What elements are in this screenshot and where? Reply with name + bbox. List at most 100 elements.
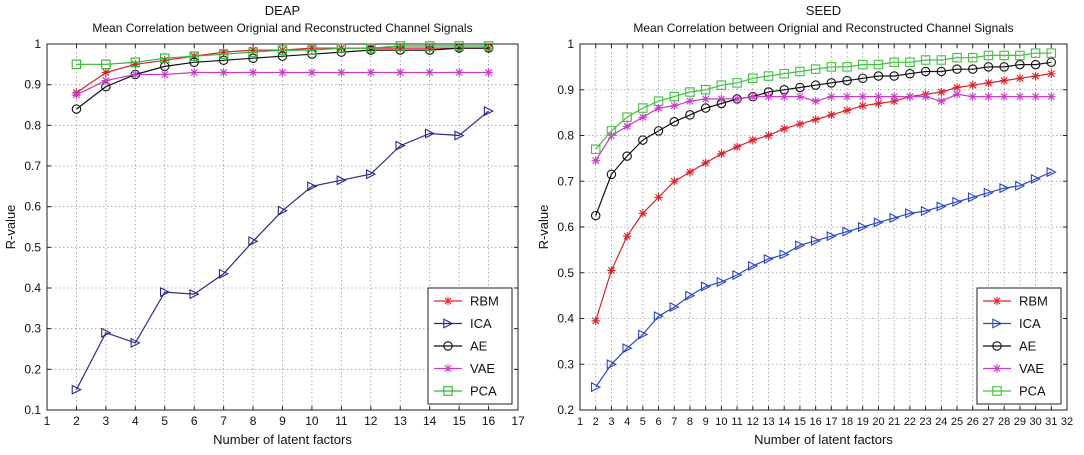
deap-pca-point (248, 47, 258, 57)
deap-y-tick-label: 0.2 (24, 362, 41, 376)
deap-vae-point (72, 90, 81, 100)
seed-ica-point (700, 281, 712, 292)
deap-vae-point (219, 68, 228, 77)
seed-legend-ica-label: ICA (1019, 316, 1041, 331)
deap-ica-point (395, 140, 406, 151)
deap-legend-ae-marker (443, 341, 453, 351)
seed-ae-point (826, 78, 837, 88)
deap-legend-ica-label: ICA (470, 316, 492, 331)
seed-pca-point (889, 57, 899, 68)
seed-vae-point (701, 94, 710, 104)
deap-ica-point (454, 130, 465, 141)
seed-y-tick-label: 0.3 (557, 357, 574, 371)
deap-vae-point (337, 68, 346, 77)
seed-y-tick-label: 0.4 (557, 312, 574, 326)
seed-ica-point (653, 311, 664, 322)
seed-rbm-point (638, 209, 648, 218)
seed-vae-point (654, 103, 663, 113)
deap-chart: 1 2 3 4 5 6 7 8 9 10 11 12 13 14 15 16 170.10.20.30.40.5… (3, 3, 525, 447)
seed-legend-rbm-marker (992, 296, 1002, 306)
deap-rbm-point (248, 45, 258, 55)
seed-pca-point (858, 59, 868, 70)
deap-pca-point (277, 45, 288, 55)
seed-ica-point (920, 205, 932, 217)
deap-chart-title: DEAP (265, 3, 300, 18)
seed-x-tick-label: 16 (810, 416, 822, 428)
seed-rbm-point (717, 149, 726, 158)
seed-rbm-point (811, 115, 820, 124)
seed-ica-point (669, 301, 680, 313)
deap-ica-point (424, 128, 436, 139)
deap-legend-ica-marker (443, 318, 454, 329)
seed-y-tick-label: 0.5 (557, 266, 574, 280)
seed-rbm-point (748, 135, 758, 145)
deap-x-tick-label: 10 (305, 414, 319, 428)
seed-vae-point (795, 92, 805, 101)
seed-x-tick-label: 5 (640, 416, 646, 428)
seed-ica-point (606, 359, 617, 370)
seed-ae-point (983, 62, 994, 72)
seed-legend-vae-marker (992, 364, 1002, 373)
seed-ae-point (873, 71, 884, 81)
seed-pca-point (622, 112, 632, 122)
seed-legend-pca-label: PCA (1019, 384, 1046, 399)
seed-x-tick-label: 26 (967, 416, 979, 428)
seed-pca-point (810, 64, 821, 74)
seed-pca-point (1046, 48, 1057, 58)
deap-series-pca (71, 41, 494, 70)
seed-rbm-point (1047, 69, 1056, 78)
seed-pca-point (1015, 50, 1025, 61)
seed-pca-point (1030, 48, 1041, 58)
seed-rbm-point (858, 101, 867, 110)
deap-rbm-point (131, 60, 140, 69)
deap-x-tick-label: 15 (452, 414, 466, 428)
seed-x-tick-label: 27 (982, 416, 994, 428)
deap-pca-point (395, 41, 405, 51)
deap-ae-point (248, 53, 258, 63)
seed-rbm-point (1015, 74, 1025, 83)
seed-ae-point (858, 73, 868, 84)
seed-pca-point (779, 68, 789, 79)
seed-y-tick-label: 0.7 (557, 174, 574, 188)
seed-x-tick-label: 29 (1014, 416, 1026, 428)
seed-x-tick-label: 19 (857, 416, 869, 428)
seed-ica-point (622, 343, 633, 354)
seed-rbm-point (685, 167, 695, 177)
seed-series-pca (590, 48, 1057, 154)
seed-x-tick-label: 12 (747, 416, 759, 428)
deap-vae-point (396, 68, 405, 77)
seed-ae-point (999, 62, 1009, 72)
seed-vae-point (889, 92, 899, 101)
deap-ae-point (71, 104, 82, 114)
deap-legend-pca-label: PCA (470, 384, 497, 399)
seed-x-tick-label: 11 (731, 416, 742, 428)
deap-y-tick-label: 0.3 (24, 322, 41, 336)
deap-x-tick-label: 13 (394, 414, 408, 428)
seed-pca-point (700, 85, 711, 95)
seed-vae-point (968, 92, 977, 101)
deap-vae-point (101, 76, 111, 85)
deap-pca-point (71, 59, 82, 70)
seed-rbm-point (827, 110, 836, 120)
seed-vae-point (685, 96, 695, 106)
seed-vae-point (622, 122, 632, 131)
deap-x-tick-label: 11 (335, 414, 348, 428)
seed-rbm-point (670, 177, 679, 186)
seed-x-tick-label: 17 (825, 416, 837, 428)
seed-vae-point (952, 90, 962, 99)
seed-vae-point (1015, 92, 1025, 101)
seed-pca-point (795, 66, 805, 77)
seed-ae-point (638, 135, 648, 145)
deap-rbm-point (396, 43, 405, 53)
seed-rbm-point (591, 316, 600, 325)
seed-rbm-point (968, 80, 977, 90)
deap-legend-vae-marker (443, 364, 453, 373)
seed-legend-ae-label: AE (1019, 339, 1037, 354)
deap-pca-point (160, 53, 170, 63)
deap-x-tick-label: 7 (220, 414, 227, 428)
seed-ae-point (622, 151, 632, 161)
seed-chart-subtitle: Mean Correlation between Orignial and Re… (633, 21, 1013, 35)
seed-x-tick-label: 28 (998, 416, 1010, 428)
seed-ica-point (1030, 173, 1042, 185)
deap-ae-point (189, 57, 199, 68)
